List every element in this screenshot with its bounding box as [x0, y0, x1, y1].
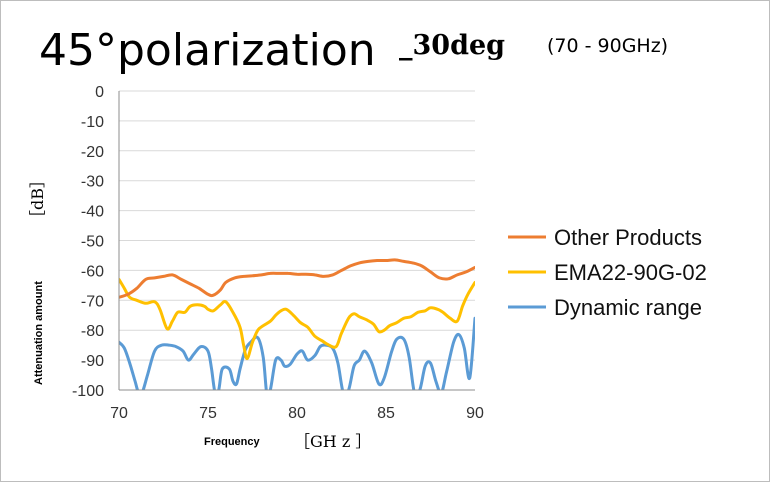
y-tick-label: 0	[95, 84, 104, 101]
series-line-ema22-90g-02	[119, 277, 475, 361]
x-tick-label: 85	[377, 405, 395, 422]
x-axis-label: Frequency	[204, 436, 261, 448]
y-tick-label: -90	[81, 353, 104, 370]
legend-label: Dynamic range	[554, 295, 702, 320]
y-tick-label: -70	[81, 293, 104, 310]
y-tick-label: -40	[81, 204, 104, 221]
legend-label: Other Products	[554, 225, 702, 250]
x-tick-label: 90	[466, 405, 484, 422]
y-tick-label: -10	[81, 114, 104, 131]
tick-labels: 0 -10 -20 -30 -40 -50 -60 -70 -80 -90 -100 70 75 80 85…	[72, 84, 484, 422]
series-line-other-products	[119, 258, 475, 299]
y-tick-label: -30	[81, 174, 104, 191]
x-axis-unit: ［GH z ］	[294, 432, 371, 451]
y-axis-unit: ［dB］	[28, 172, 47, 226]
chart-subtitle: _30deg	[399, 30, 505, 61]
series-lines	[119, 258, 475, 390]
y-tick-label: -80	[81, 323, 104, 340]
series-line-dynamic-range	[119, 316, 475, 390]
y-axis-label: Attenuation amount	[33, 281, 45, 385]
y-tick-label: -50	[81, 234, 104, 251]
legend-label: EMA22-90G-02	[554, 260, 707, 285]
x-tick-label: 70	[110, 405, 128, 422]
x-tick-label: 75	[199, 405, 217, 422]
y-tick-label: -20	[81, 144, 104, 161]
y-tick-label: -60	[81, 263, 104, 280]
y-tick-label: -100	[72, 383, 104, 400]
x-tick-label: 80	[288, 405, 306, 422]
legend: Other Products EMA22-90G-02 Dynamic range	[508, 225, 707, 320]
chart-frequency-range: (70 - 90GHz)	[547, 35, 668, 57]
gridlines	[119, 90, 475, 361]
chart-title: 45°polarization	[39, 25, 376, 76]
